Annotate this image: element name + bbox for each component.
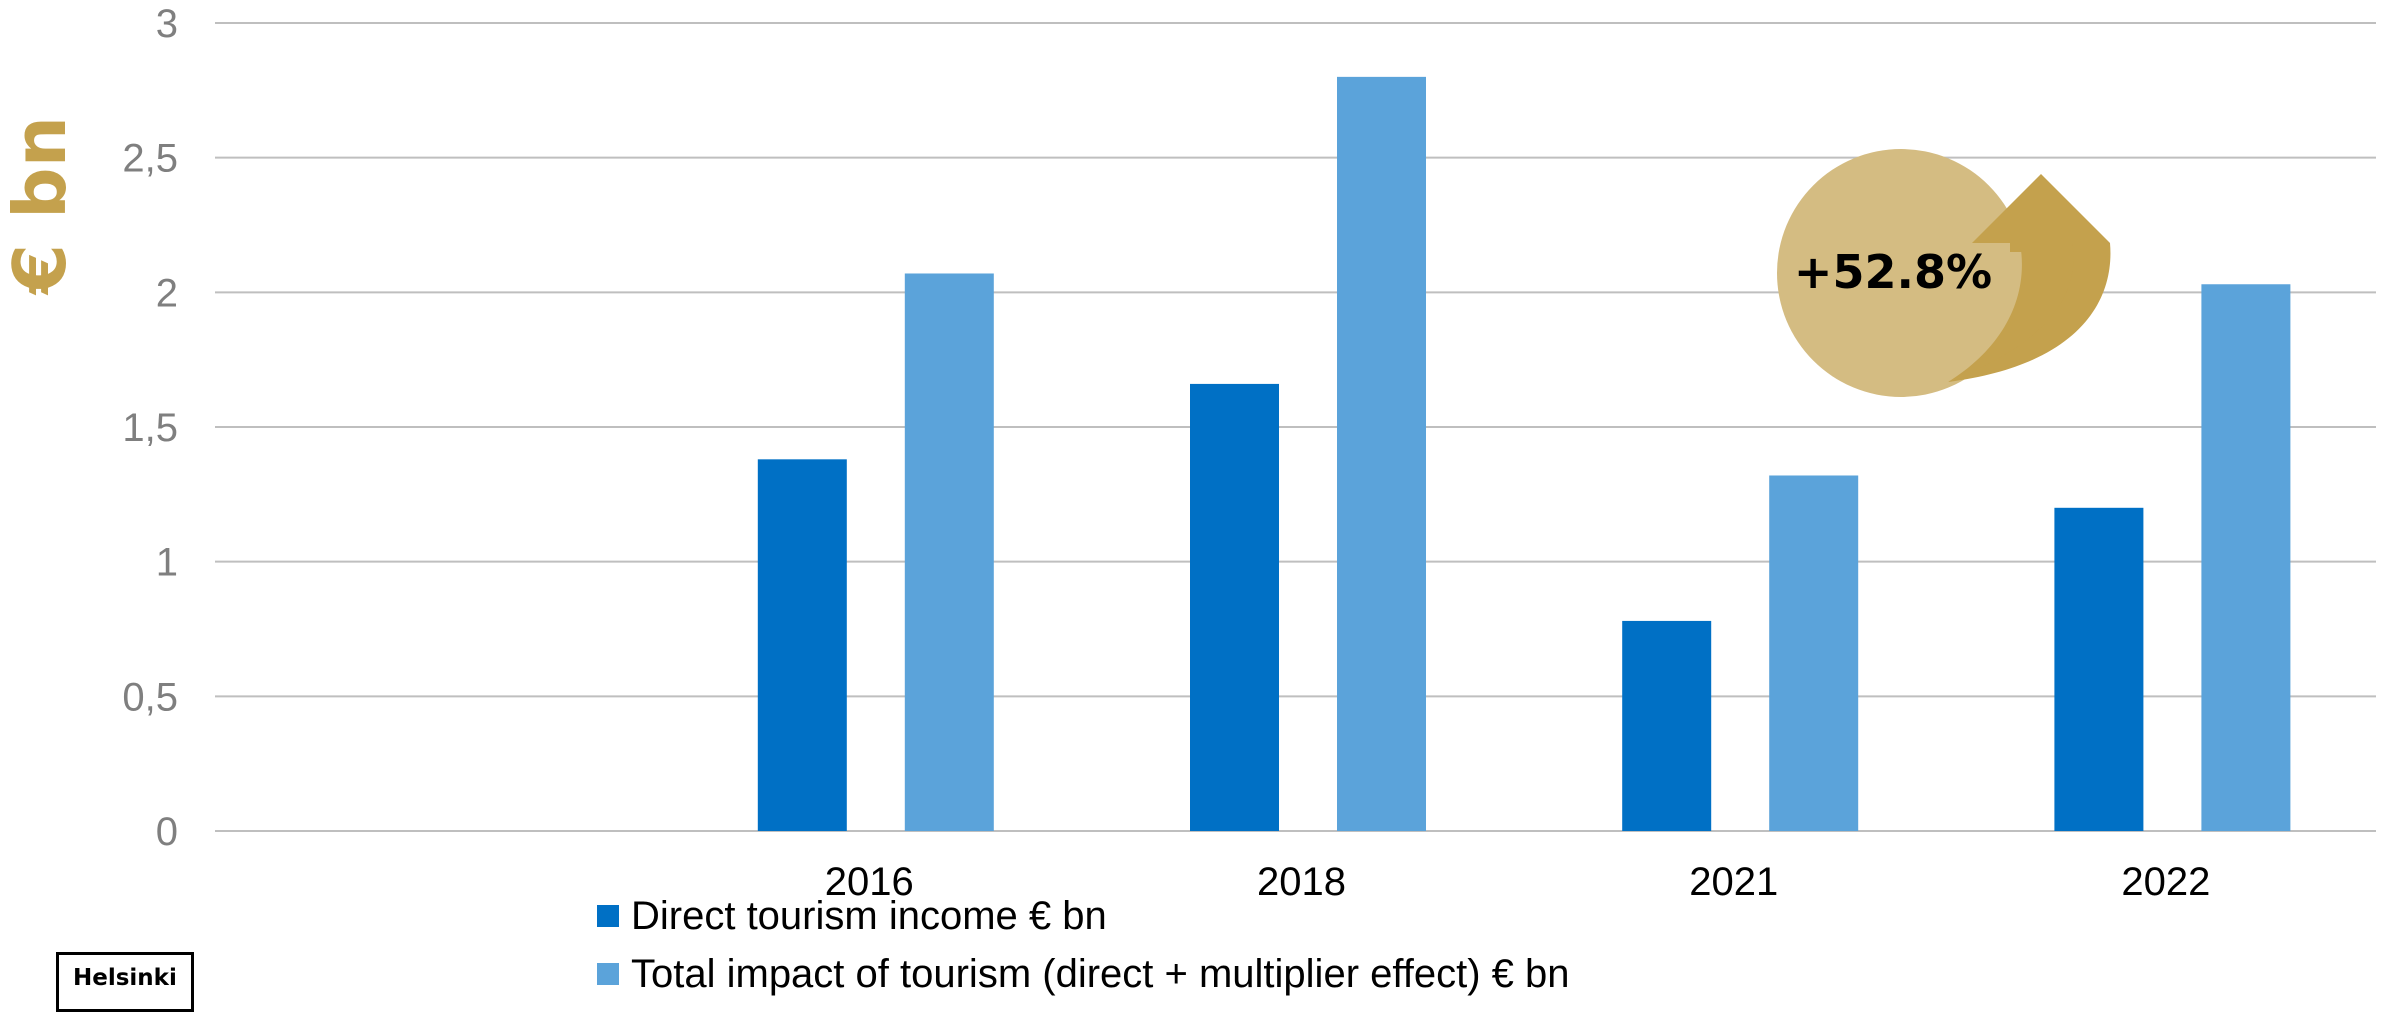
legend-item-total: Total impact of tourism (direct + multip… — [597, 945, 1570, 1003]
x-tick-label: 2022 — [2121, 860, 2210, 904]
x-tick-label: 2016 — [825, 860, 914, 904]
bar-total-2022 — [2201, 284, 2291, 832]
legend-swatch-direct — [597, 905, 619, 927]
bars — [757, 76, 2291, 832]
annotation-bubble — [1777, 149, 2025, 397]
bar-total-2021 — [1769, 475, 1859, 831]
x-tick-label: 2021 — [1689, 860, 1778, 904]
bar-direct-2021 — [1622, 620, 1712, 831]
bar-total-2018 — [1337, 76, 1426, 831]
legend-swatch-total — [597, 963, 619, 985]
y-tick-label: 1,5 — [122, 406, 178, 450]
y-tick-label: 2 — [156, 271, 178, 315]
bar-total-2016 — [904, 273, 994, 832]
gridlines — [215, 22, 2376, 832]
x-tick-label: 2018 — [1257, 860, 1346, 904]
y-tick-label: 2,5 — [122, 137, 178, 181]
legend: Direct tourism income € bn Total impact … — [597, 887, 1570, 1003]
y-axis-ticks: 0 0,5 1 1,5 2 2,5 3 — [122, 2, 178, 854]
annotation-text: +52.8% — [1794, 245, 1992, 299]
y-tick-label: 0 — [156, 810, 178, 854]
helsinki-logo: Helsinki — [56, 952, 194, 1012]
arrow-up-icon — [1948, 174, 2111, 382]
logo-text: Helsinki — [73, 965, 177, 991]
bar-direct-2018 — [1190, 383, 1279, 831]
legend-label-direct: Direct tourism income € bn — [631, 893, 1107, 938]
bar-direct-2022 — [2054, 507, 2144, 831]
x-axis-ticks: 2016 2018 2021 2022 — [825, 860, 2211, 904]
y-tick-label: 1 — [156, 541, 178, 585]
bar-direct-2016 — [757, 459, 847, 831]
y-tick-label: 3 — [156, 2, 178, 46]
growth-annotation: +52.8% — [1777, 149, 2111, 397]
legend-label-total: Total impact of tourism (direct + multip… — [631, 951, 1570, 996]
y-axis-label: € bn — [0, 116, 82, 296]
y-tick-label: 0,5 — [122, 675, 178, 719]
legend-item-direct: Direct tourism income € bn — [597, 887, 1570, 945]
arrow-body — [1948, 243, 2074, 382]
